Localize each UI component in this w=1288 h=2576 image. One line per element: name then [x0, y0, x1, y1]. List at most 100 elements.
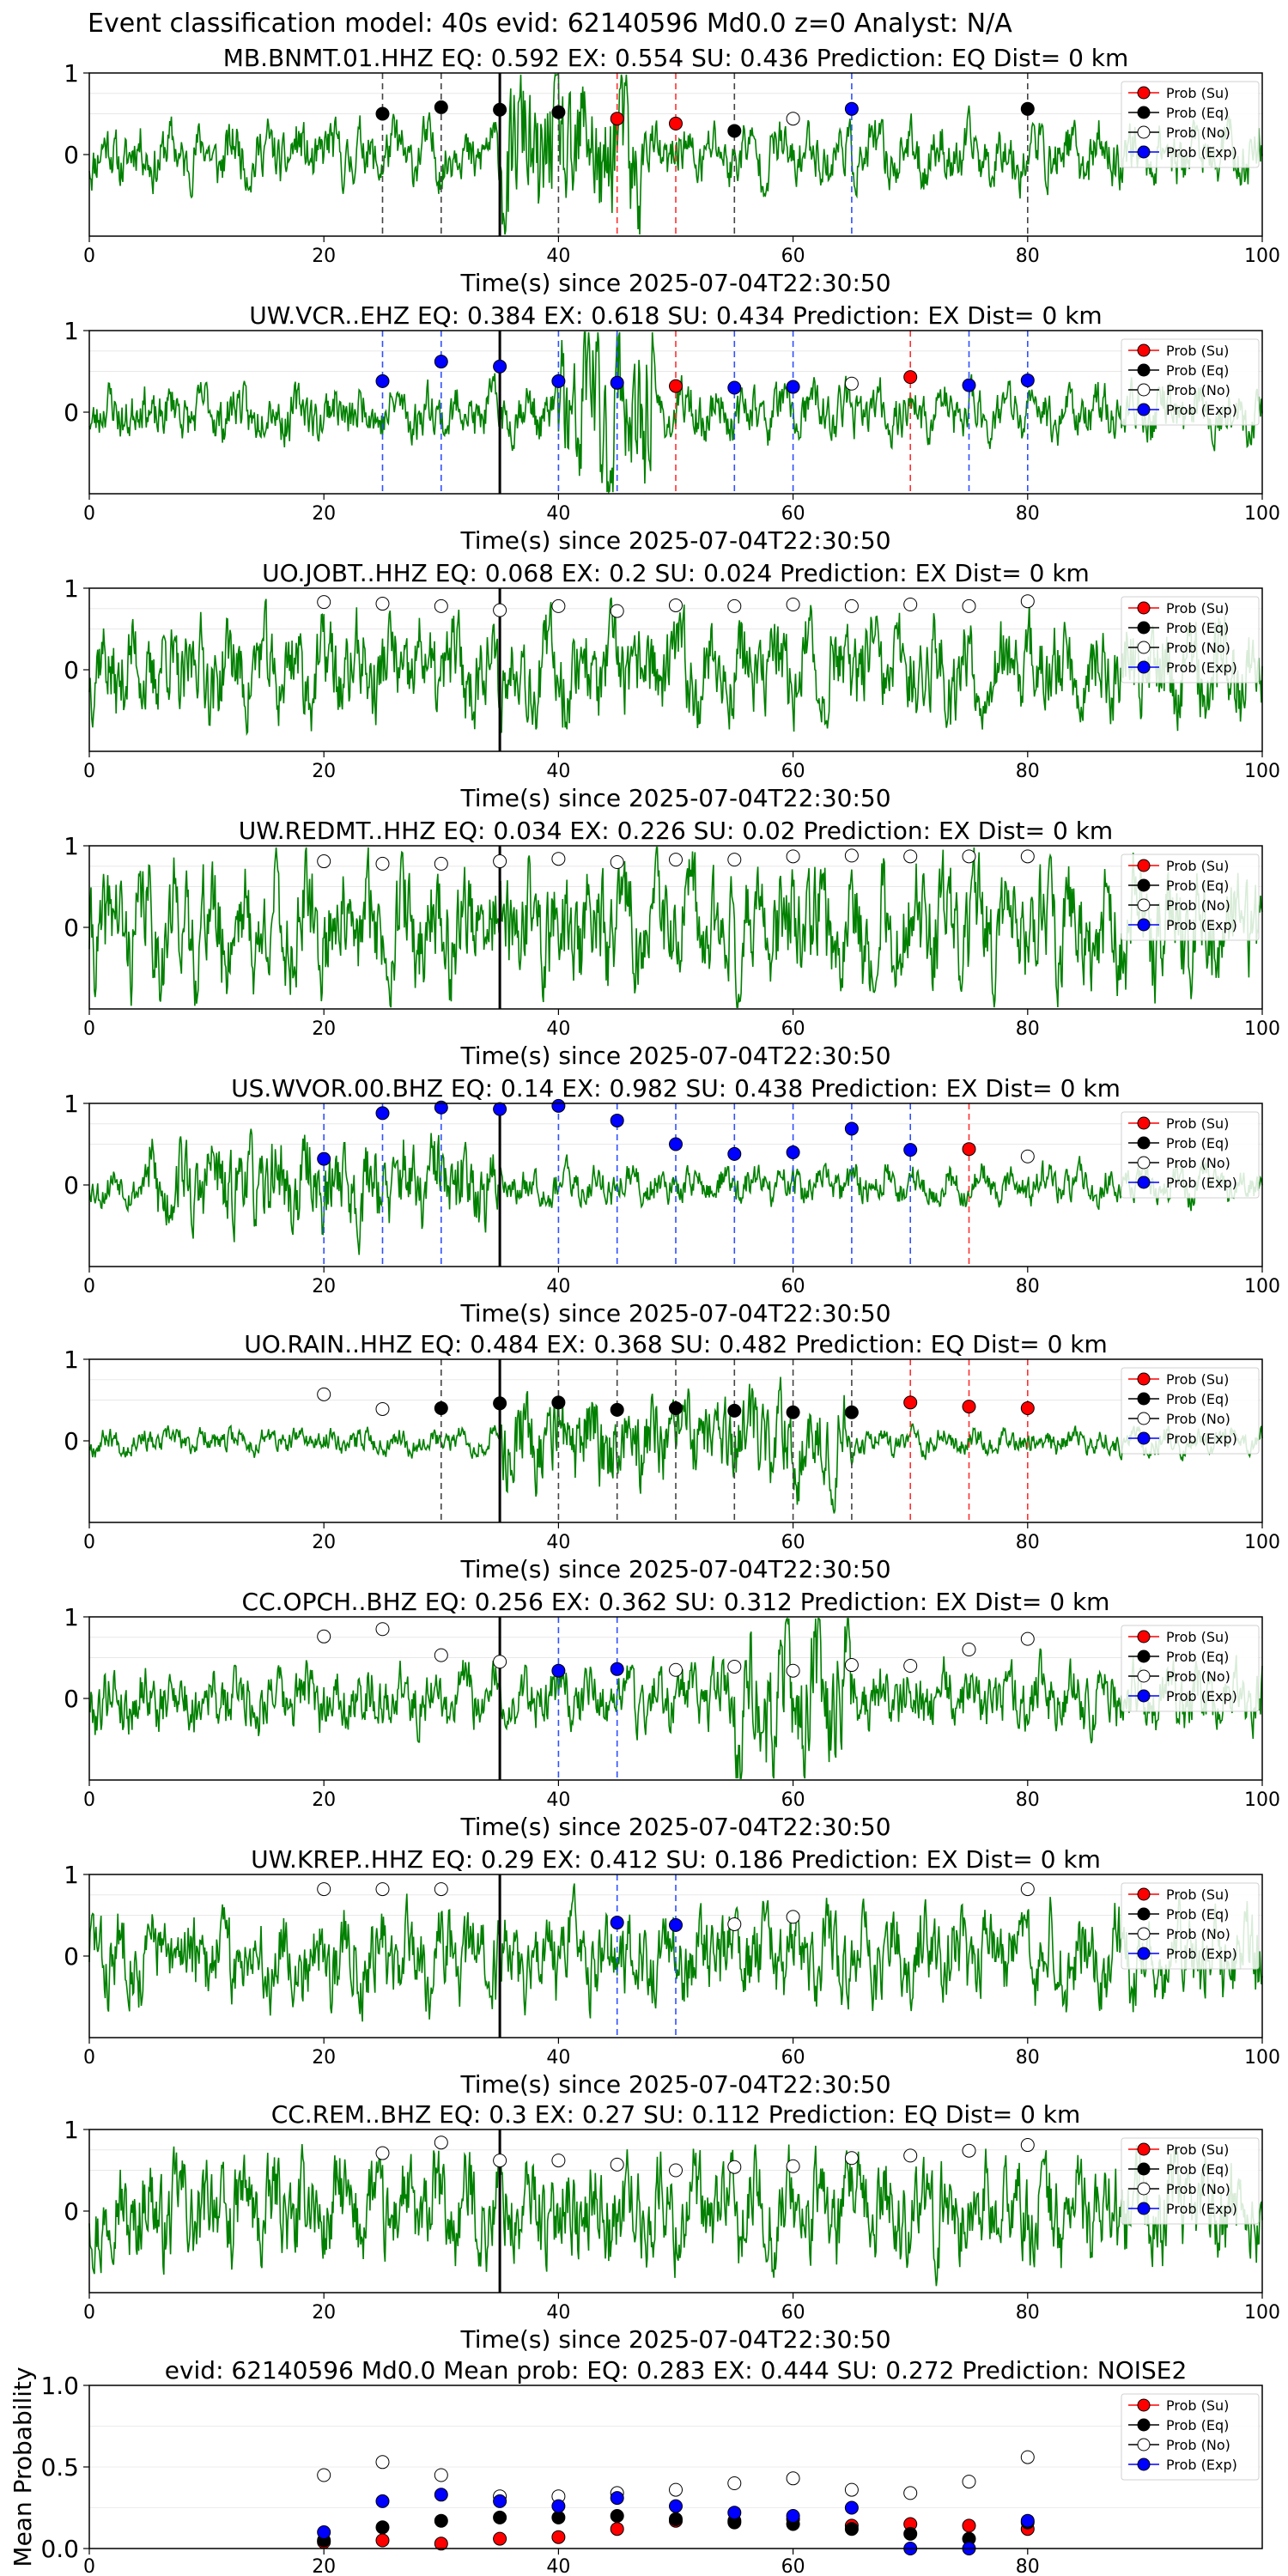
prob-marker-su	[1020, 1401, 1035, 1415]
x-tick-label: 20	[312, 246, 336, 267]
mean-prob-point	[727, 2506, 742, 2520]
prob-marker-exp	[493, 359, 507, 374]
legend-box	[1121, 1367, 1260, 1455]
mean-prob-point	[903, 2486, 918, 2500]
x-tick-label: 80	[1016, 761, 1040, 782]
mean-prob-point	[669, 2512, 683, 2526]
x-tick-label: 40	[546, 1532, 570, 1553]
legend-marker	[1137, 1392, 1151, 1406]
x-tick-label: 40	[546, 503, 570, 525]
mean-prob-point	[610, 2491, 624, 2506]
x-tick-label: 60	[781, 1276, 805, 1297]
mean-prob-point	[610, 2509, 624, 2523]
legend-marker	[1137, 1887, 1151, 1901]
prob-marker-no	[317, 1387, 331, 1401]
legend-marker	[1137, 1907, 1151, 1921]
prob-marker-no	[610, 855, 624, 869]
x-tick-label: 0	[83, 1532, 95, 1553]
prob-marker-no	[786, 1663, 800, 1678]
y-tick-label: 1	[64, 1861, 79, 1889]
prob-marker-eq	[493, 1396, 507, 1411]
mean-prob-point	[1020, 2513, 1035, 2528]
legend-marker	[1137, 859, 1151, 872]
legend-2: Prob (Su) Prob (Eq) Prob (No) Prob (Exp)	[1121, 596, 1260, 683]
legend-marker	[1137, 1947, 1151, 1960]
prob-marker-exp	[375, 374, 390, 388]
prob-marker-no	[1020, 849, 1035, 864]
legend-label: Prob (Eq)	[1166, 1906, 1229, 1923]
prob-marker-no	[962, 1643, 976, 1656]
legend-marker	[1137, 1689, 1151, 1703]
prob-marker-no	[1020, 1631, 1035, 1646]
legend-marker	[1137, 2398, 1151, 2412]
mean-prob-point	[844, 2482, 859, 2497]
mean-prob-point	[844, 2500, 859, 2515]
prob-marker-eq	[610, 1402, 624, 1417]
waveform-trace	[88, 847, 1263, 1008]
y-tick-label: 0.0	[40, 2535, 79, 2563]
prob-marker-exp	[786, 1145, 800, 1159]
x-tick-label: 0	[83, 503, 95, 525]
x-tick-label: 0	[83, 761, 95, 782]
prob-marker-no	[1020, 594, 1035, 609]
legend-label: Prob (Su)	[1166, 2142, 1229, 2158]
prob-marker-no	[844, 2151, 859, 2166]
panel-title: UW.VCR..EHZ EQ: 0.384 EX: 0.618 SU: 0.43…	[249, 301, 1102, 330]
mean-prob-point	[551, 2530, 566, 2544]
prob-marker-no	[434, 856, 448, 871]
mean-prob-point	[317, 2525, 331, 2539]
legend-marker	[1137, 1372, 1151, 1386]
legend-marker	[1137, 1136, 1151, 1150]
mean-prob-point	[962, 2475, 976, 2489]
prob-marker-no	[786, 1910, 800, 1924]
x-tick-label: 20	[312, 1276, 336, 1297]
legend-label: Prob (No)	[1166, 1411, 1230, 1427]
legend-label: Prob (Su)	[1166, 1886, 1229, 1903]
legend-marker	[1137, 403, 1151, 416]
x-tick-label: 0	[83, 2302, 95, 2324]
legend-marker	[1137, 2418, 1151, 2432]
prob-marker-exp	[786, 380, 800, 394]
x-axis-label: Time(s) since 2025-07-04T22:30:50	[459, 1299, 890, 1327]
prob-marker-eq	[727, 1403, 742, 1418]
legend-label: Prob (Eq)	[1166, 2417, 1229, 2433]
prob-marker-exp	[844, 101, 859, 116]
panel-title: US.WVOR.00.BHZ EQ: 0.14 EX: 0.982 SU: 0.…	[231, 1074, 1121, 1103]
x-tick-label: 40	[546, 2047, 570, 2069]
legend-4: Prob (Su) Prob (Eq) Prob (No) Prob (Exp)	[1121, 1111, 1260, 1199]
x-axis-label: Time(s) since 2025-07-04T22:30:50	[459, 784, 890, 812]
legend-label: Prob (Exp)	[1166, 917, 1237, 933]
legend-box	[1121, 1625, 1260, 1712]
x-tick-label: 40	[546, 2302, 570, 2324]
legend-box	[1121, 596, 1260, 683]
legend-marker	[1137, 1927, 1151, 1941]
legend-box	[1121, 338, 1260, 426]
prob-marker-exp	[669, 1917, 683, 1932]
mean-prob-point	[375, 2533, 390, 2548]
prob-marker-no	[962, 2143, 976, 2158]
x-tick-label: 100	[1244, 2047, 1280, 2069]
legend-label: Prob (Exp)	[1166, 1431, 1237, 1447]
legend-label: Prob (Eq)	[1166, 1391, 1229, 1407]
legend-marker	[1137, 2458, 1151, 2471]
legend-label: Prob (Eq)	[1166, 105, 1229, 121]
y-tick-label: 1	[64, 59, 79, 88]
prob-marker-su	[610, 112, 624, 126]
prob-marker-eq	[727, 124, 742, 138]
y-tick-label: 0	[64, 398, 79, 427]
legend-marker	[1137, 2162, 1151, 2176]
mean-prob-point	[903, 2526, 918, 2541]
legend-marker	[1137, 2182, 1151, 2196]
prob-marker-no	[1020, 1149, 1035, 1163]
prob-marker-no	[317, 595, 331, 610]
prob-marker-no	[375, 1882, 390, 1897]
legend-label: Prob (Su)	[1166, 1115, 1229, 1132]
y-tick-label: 0	[64, 2197, 79, 2226]
legend-marker	[1137, 1176, 1151, 1189]
legend-label: Prob (Su)	[1166, 600, 1229, 617]
x-tick-label: 20	[312, 2302, 336, 2324]
legend-marker	[1137, 383, 1151, 397]
legend-marker	[1137, 918, 1151, 932]
prob-marker-no	[375, 1401, 390, 1416]
x-axis-label: Time(s) since 2025-07-04T22:30:50	[459, 1813, 890, 1841]
